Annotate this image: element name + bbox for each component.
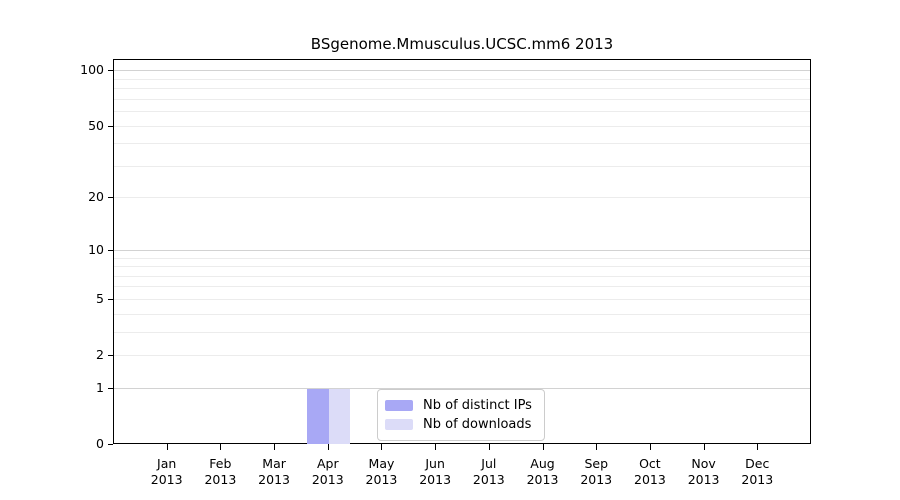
legend: Nb of distinct IPs Nb of downloads: [377, 389, 545, 441]
gridline-minor: [114, 111, 810, 113]
x-axis-tick: [327, 444, 329, 450]
y-axis-tick: [108, 249, 113, 251]
x-axis-tick-label: May 2013: [365, 456, 398, 487]
gridline-major: [114, 249, 810, 251]
gridline-minor: [114, 78, 810, 80]
gridline-major: [114, 387, 810, 389]
bar-nb-of-downloads: [328, 388, 351, 444]
gridline-minor: [114, 355, 810, 357]
legend-swatch-distinct-ips: [385, 400, 413, 411]
y-axis-tick: [108, 125, 113, 127]
legend-item: Nb of distinct IPs: [385, 396, 535, 415]
x-axis-tick-label: Sep 2013: [580, 456, 613, 487]
y-axis-tick-label: 0: [96, 436, 104, 451]
x-axis-tick-label: Apr 2013: [311, 456, 344, 487]
gridline-minor: [114, 257, 810, 259]
gridline-minor: [114, 88, 810, 90]
gridline-minor: [114, 165, 810, 167]
y-axis-tick-label: 100: [80, 62, 104, 78]
y-axis-tick: [108, 444, 113, 445]
x-axis-tick: [596, 444, 598, 450]
legend-label: Nb of distinct IPs: [423, 398, 532, 413]
gridline-minor: [114, 125, 810, 127]
y-axis-tick-label: 50: [88, 117, 104, 133]
gridline-minor: [114, 331, 810, 333]
x-axis-tick: [274, 444, 276, 450]
y-axis-tick: [108, 70, 113, 72]
gridline-minor: [114, 313, 810, 315]
x-axis-tick-label: Mar 2013: [258, 456, 290, 487]
x-axis-tick: [435, 444, 437, 450]
chart-title: BSgenome.Mmusculus.UCSC.mm6 2013: [310, 35, 614, 53]
gridline-minor: [114, 286, 810, 288]
x-axis-tick: [381, 444, 383, 450]
x-axis-tick-label: Oct 2013: [634, 456, 666, 487]
x-axis-tick-label: Jun 2013: [419, 456, 452, 487]
x-axis-tick-label: Dec 2013: [741, 456, 774, 487]
y-axis-tick-label: 2: [96, 347, 104, 363]
bar-nb-of-distinct-ips: [307, 388, 329, 444]
y-axis-tick: [108, 298, 113, 300]
gridline-minor: [114, 298, 810, 300]
y-axis-tick-label: 20: [88, 189, 104, 205]
gridline-major: [114, 70, 810, 72]
x-axis-tick-label: Jan 2013: [150, 456, 183, 487]
gridline-minor: [114, 266, 810, 268]
gridline-minor: [114, 275, 810, 277]
x-axis-tick: [166, 444, 168, 450]
x-axis-tick: [649, 444, 651, 450]
plot-area: [113, 59, 811, 444]
x-axis-tick: [542, 444, 544, 450]
y-axis-tick-label: 10: [88, 241, 104, 257]
gridline-minor: [114, 98, 810, 100]
x-axis-tick-label: Nov 2013: [687, 456, 720, 487]
legend-label: Nb of downloads: [423, 417, 532, 432]
x-axis-tick: [220, 444, 222, 450]
x-axis-tick-label: Aug 2013: [526, 456, 559, 487]
y-axis-tick: [108, 197, 113, 199]
gridline-minor: [114, 143, 810, 145]
gridline-minor: [114, 197, 810, 199]
legend-swatch-downloads: [385, 419, 413, 430]
y-axis-tick-label: 1: [96, 379, 104, 395]
legend-item: Nb of downloads: [385, 415, 535, 434]
y-axis-tick-label: 5: [96, 290, 104, 306]
x-axis-tick: [703, 444, 705, 450]
x-axis-tick: [488, 444, 490, 450]
x-axis-tick-label: Jul 2013: [472, 456, 505, 487]
x-axis-tick: [757, 444, 759, 450]
y-axis-tick: [108, 387, 113, 389]
x-axis-tick-label: Feb 2013: [204, 456, 237, 487]
y-axis-tick: [108, 355, 113, 357]
